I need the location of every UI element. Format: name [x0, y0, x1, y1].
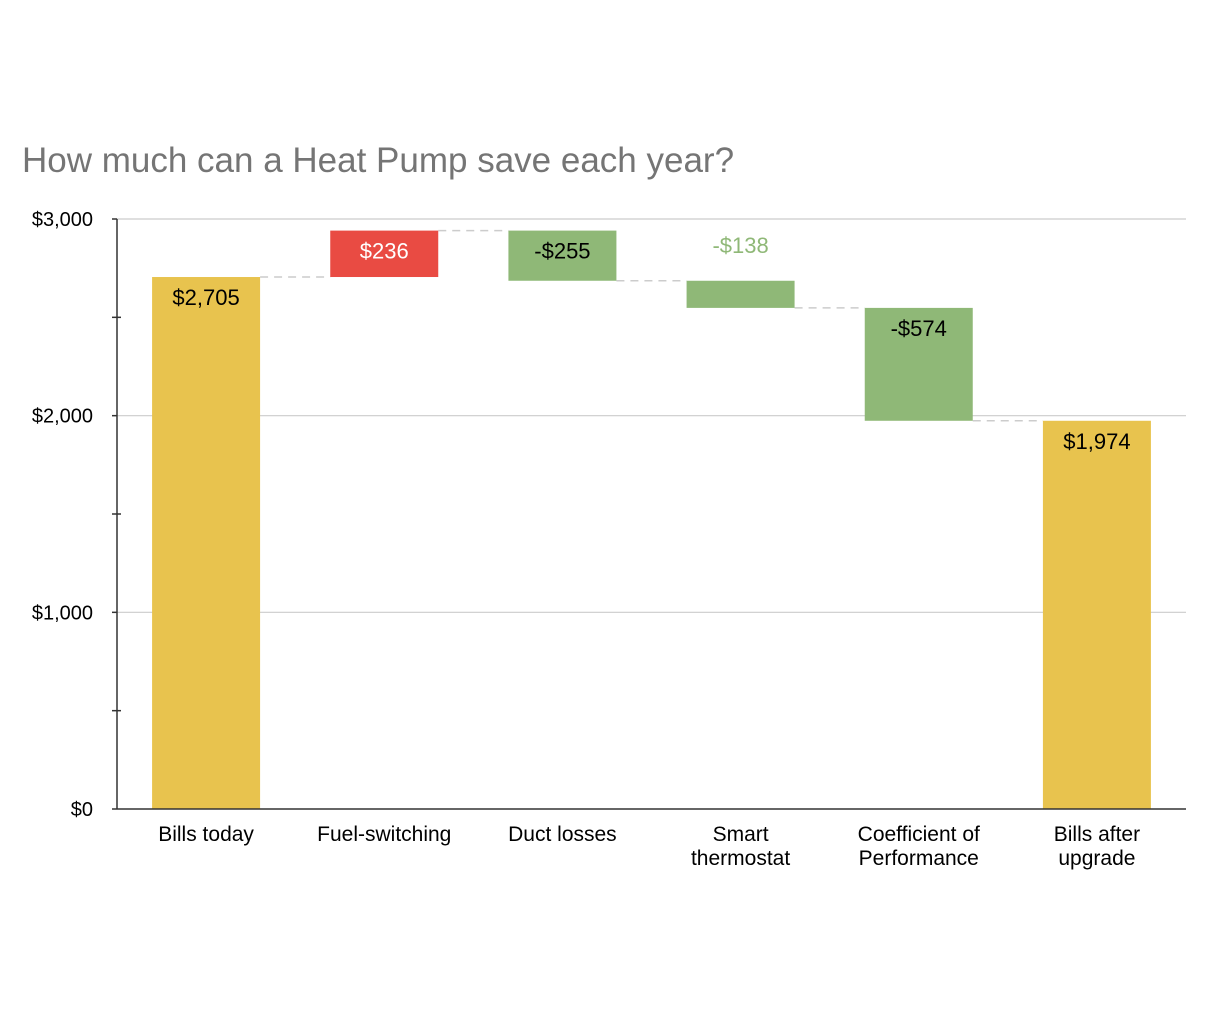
x-category-label: Fuel-switching [317, 823, 451, 846]
y-tick-label: $3,000 [32, 209, 93, 231]
x-category-label: Bills after [1054, 823, 1140, 846]
x-category-label: Smart [713, 823, 769, 846]
data-label: $2,705 [172, 285, 239, 310]
bar-6 [1042, 420, 1151, 809]
bar-2 [330, 230, 439, 278]
connector-lines [260, 229, 1043, 422]
x-category-label: Performance [859, 847, 979, 870]
data-label: -$138 [712, 233, 768, 258]
data-label: $1,974 [1063, 429, 1130, 454]
axes: $0 $1,000 $2,000 $3,000 [32, 209, 1186, 821]
y-tick-label: $0 [71, 799, 93, 821]
bars [152, 230, 1151, 809]
chart-title: How much can a Heat Pump save each year? [22, 141, 734, 180]
data-labels: $2,705 $236 -$255 -$138 -$574 $1,974 [172, 233, 1130, 454]
bar-5 [864, 307, 973, 421]
data-label: $236 [360, 239, 409, 264]
category-labels: Bills today Fuel-switching Duct losses Smar… [158, 823, 1140, 870]
gridlines [117, 218, 1186, 613]
x-category-label: Coefficient of [858, 823, 980, 846]
x-category-label: Duct losses [508, 823, 617, 846]
y-tick-label: $2,000 [32, 406, 93, 428]
bar-1 [152, 277, 261, 809]
y-tick-label: $1,000 [32, 602, 93, 624]
data-label: -$255 [534, 239, 590, 264]
x-category-label: upgrade [1058, 847, 1135, 870]
bar-4 [686, 280, 795, 308]
bar-3 [508, 230, 617, 281]
x-category-label: thermostat [691, 847, 790, 870]
data-label: -$574 [891, 316, 947, 341]
x-category-label: Bills today [158, 823, 254, 846]
